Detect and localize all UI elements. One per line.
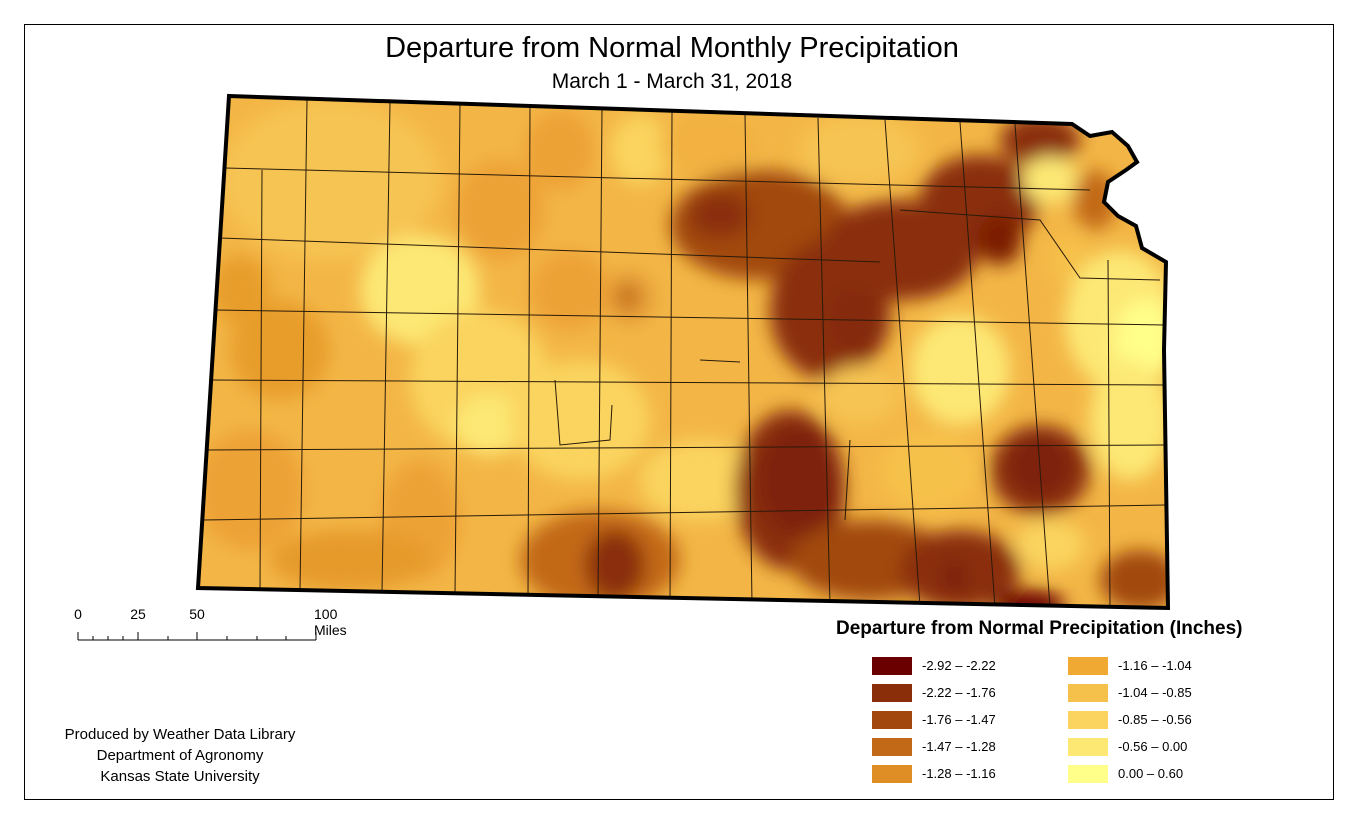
legend-swatch <box>872 738 912 756</box>
scale-bar: 0 25 50 100 Miles <box>60 600 380 650</box>
legend-swatch <box>1068 657 1108 675</box>
county-boundaries <box>202 99 1167 608</box>
credits-line-department: Department of Agronomy <box>96 747 264 764</box>
legend-item: -2.92 – -2.22 <box>872 656 1052 676</box>
legend-item: -1.04 – -0.85 <box>1068 683 1248 703</box>
legend-label: -2.92 – -2.22 <box>922 658 996 673</box>
legend-label: -1.16 – -1.04 <box>1118 658 1192 673</box>
legend-item: -1.28 – -1.16 <box>872 764 1052 784</box>
map-frame <box>24 24 1334 800</box>
legend-item: 0.00 – 0.60 <box>1068 764 1248 784</box>
legend-swatch <box>872 765 912 783</box>
credits: Produced by Weather Data Library Departm… <box>30 724 330 787</box>
legend-label: -1.04 – -0.85 <box>1118 685 1192 700</box>
legend-label: -2.22 – -1.76 <box>922 685 996 700</box>
legend: -2.92 – -2.22 -2.22 – -1.76 -1.76 – -1.4… <box>872 656 1232 792</box>
legend-label: -0.85 – -0.56 <box>1118 712 1192 727</box>
map-subtitle: March 1 - March 31, 2018 <box>551 70 793 93</box>
credits-line-university: Kansas State University <box>100 768 260 785</box>
legend-label: -0.56 – 0.00 <box>1118 739 1188 754</box>
scale-label-25: 25 <box>130 606 146 622</box>
legend-swatch <box>872 684 912 702</box>
legend-label: -1.28 – -1.16 <box>922 766 996 781</box>
legend-swatch <box>1068 738 1108 756</box>
legend-label: -1.76 – -1.47 <box>922 712 996 727</box>
legend-swatch <box>1068 765 1108 783</box>
legend-label: -1.47 – -1.28 <box>922 739 996 754</box>
legend-label: 0.00 – 0.60 <box>1118 766 1184 781</box>
precipitation-surface <box>198 96 1168 608</box>
legend-item: -0.56 – 0.00 <box>1068 737 1248 757</box>
legend-item: -0.85 – -0.56 <box>1068 710 1248 730</box>
legend-item: -1.47 – -1.28 <box>872 737 1052 757</box>
legend-swatch <box>1068 684 1108 702</box>
legend-item: -2.22 – -1.76 <box>872 683 1052 703</box>
scale-label-0: 0 <box>74 606 82 622</box>
map-title: Departure from Normal Monthly Precipitat… <box>385 32 959 64</box>
legend-title: Departure from Normal Precipitation (Inc… <box>836 618 1243 639</box>
legend-swatch <box>1068 711 1108 729</box>
credits-line-producer: Produced by Weather Data Library <box>64 726 296 743</box>
legend-swatch <box>872 711 912 729</box>
legend-swatch <box>872 657 912 675</box>
legend-item: -1.16 – -1.04 <box>1068 656 1248 676</box>
legend-item: -1.76 – -1.47 <box>872 710 1052 730</box>
scale-label-100-miles: 100 Miles <box>314 606 347 638</box>
scale-bar-graphic <box>77 632 317 641</box>
scale-label-50: 50 <box>189 606 205 622</box>
